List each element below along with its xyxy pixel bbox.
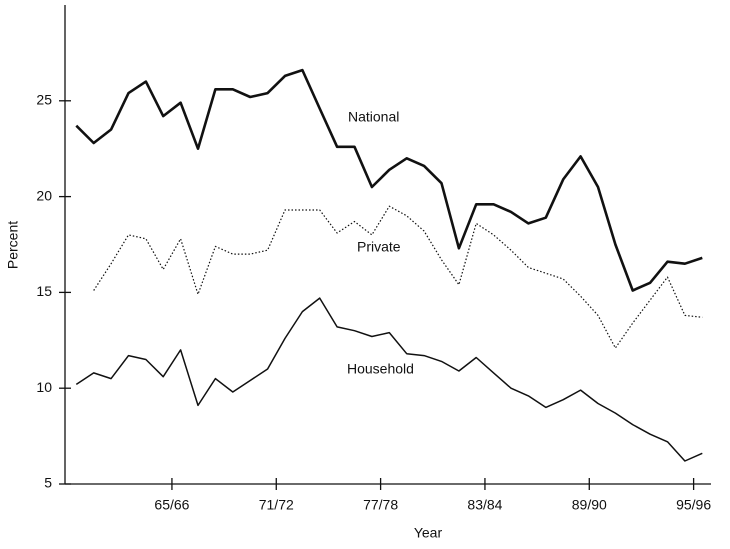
y-tick-label: 5	[44, 475, 52, 491]
series-label: Household	[347, 361, 414, 377]
line-series	[93, 205, 703, 349]
line-series	[75, 297, 703, 462]
x-axis-label: Year	[414, 525, 443, 541]
x-tick-label: 77/78	[363, 497, 398, 513]
series-label: National	[348, 109, 399, 125]
y-tick-label: 20	[36, 187, 52, 203]
x-tick-label: 89/90	[572, 497, 607, 513]
x-tick-label: 71/72	[259, 497, 294, 513]
x-tick-label: 83/84	[467, 497, 502, 513]
y-tick-label: 15	[36, 283, 52, 299]
y-axis-label: Percent	[5, 221, 21, 269]
y-tick-label: 10	[36, 379, 52, 395]
series-label: Private	[357, 239, 401, 255]
x-tick-label: 95/96	[676, 497, 711, 513]
line-series	[75, 68, 703, 292]
x-tick-label: 65/66	[154, 497, 189, 513]
y-tick-label: 25	[36, 92, 52, 108]
